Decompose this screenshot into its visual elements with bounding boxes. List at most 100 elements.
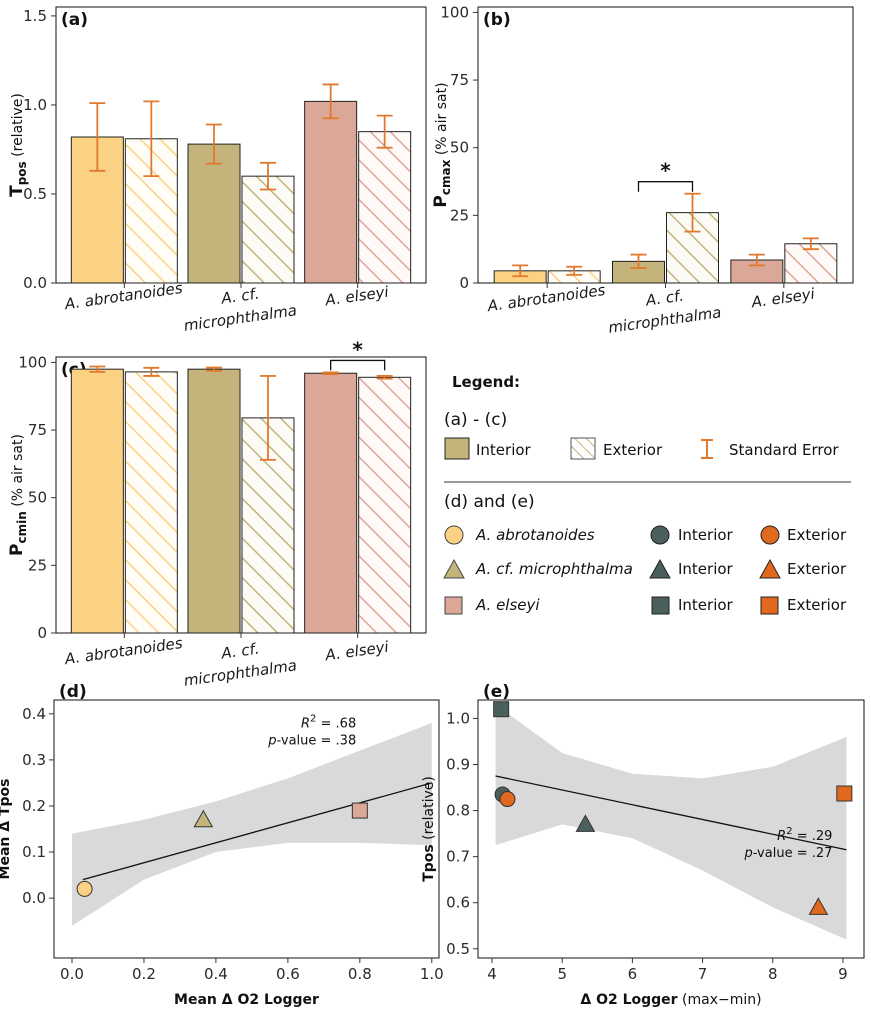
panel-d-xtick-label: 0.2 [132,965,156,983]
panel-e-xlabel: Δ O2 Logger (max−min) [580,992,761,1008]
panel-b-significance-bracket [637,181,694,192]
panel-a-ytick-label: 0.0 [23,274,47,292]
legend-abrotanoides-circle-icon [444,525,464,545]
panel-e-xtick-label: 9 [838,965,848,983]
legend-microphthalma-triangle-icon [443,558,465,579]
panel-b-ytick-label: 75 [450,71,469,89]
panel-a-error-bar [260,161,276,191]
panel-a-bar-interior-elseyi [304,100,358,284]
panel-e-pvalue-annotation: p-value = .27 [743,846,832,861]
panel-e-r2-annotation: R2 = .29 [777,826,832,844]
panel-b-ytick-label: 25 [450,206,469,224]
panel-e-point-triangle [808,897,829,915]
panel-e-point-triangle [575,814,596,832]
panel-e-fit-line [495,775,847,851]
panel-d-r2-annotation: R2 = .68 [301,714,356,732]
panel-a-xtick-label: A. elseyi [323,283,390,310]
legend-exterior-label: Exterior [603,441,663,459]
panel-d-ylabel: Mean Δ Tpos [0,779,13,880]
panel-d-ytick-label: 0.2 [22,797,46,815]
panel-c-bar-interior-microphthalma [187,368,241,634]
panel-b-xtick-label: A. cf. [644,286,685,309]
legend-exterior-circle-icon [760,525,780,545]
panel-c-bar-exterior-elseyi [358,376,412,634]
panel-e-xtick-label: 5 [557,965,567,983]
panel-b-xtick-label: microphthalma [607,303,722,337]
panel-c-ytick-label: 75 [28,421,47,439]
panel-b-error-bar [748,253,765,267]
panel-c-bar-interior-abrotanoides [70,368,124,634]
panel-b-bar-chart: 0 25 50 75 100 Pcmax (% air sat) (b) A. abrotan… [431,3,854,337]
panel-a-error-bar [322,83,339,120]
legend-species-elseyi: A. elseyi [475,596,540,614]
panel-b-xtick-label: A. abrotanoides [485,281,606,315]
panel-d-scatter: 0.0 0.2 0.4 0.6 0.8 1.0 0.0 0.1 0.2 0.3 0.4 (d) R2 =… [0,682,444,1008]
panel-d-point-circle [76,880,93,897]
panel-c-xtick-label: microphthalma [183,656,298,690]
panel-e-point-square [836,785,853,802]
panel-e-ytick-label: 1.0 [446,709,470,727]
panel-b-xtick-label: A. elseyi [749,285,816,312]
panel-a-xtick-label: A. cf. [219,284,260,307]
panel-e-ytick-label: 0.8 [446,802,470,820]
panel-c-error-bar [89,365,106,373]
panel-e-xtick-label: 4 [487,965,497,983]
legend-interior-circle-icon [650,525,670,545]
panel-e-xtick-label: 8 [768,965,778,983]
panel-a-bar-interior-microphthalma [187,143,241,284]
panel-d-xtick-label: 0.0 [60,965,84,983]
panel-d-xlabel: Mean Δ O2 Logger [174,992,319,1008]
legend: Legend: (a) - (c) Interior Exterior Stan… [443,373,851,615]
panel-d-xtick-label: 0.4 [204,965,228,983]
panel-b-error-bar [802,237,819,251]
panel-e-label: (e) [483,682,510,702]
panel-d-label: (d) [59,682,87,702]
panel-b-error-bar [630,253,647,270]
panel-d-point-square [351,802,368,819]
legend-point-exterior-2: Exterior [787,560,847,578]
panel-e-point-circle [499,791,516,808]
panel-c-ytick-label: 0 [37,624,47,642]
panel-d-ytick-label: 0.4 [22,705,46,723]
legend-elseyi-square-icon [444,596,463,615]
panel-e-ylabel: Tpos (relative) [421,776,437,882]
panel-b-ylabel: Pcmax (% air sat) [431,82,453,207]
panel-c-ytick-label: 25 [28,556,47,574]
legend-species-microphthalma: A. cf. microphthalma [475,560,633,578]
panel-c-error-bar [206,366,222,372]
panel-c-ytick-label: 100 [18,353,47,371]
panel-a-error-bar [143,100,160,178]
panel-c-bar-interior-elseyi [304,372,358,634]
legend-point-exterior-3: Exterior [787,596,847,614]
panel-a-error-bar [376,114,393,149]
panel-a-bar-exterior-elseyi [358,131,412,284]
legend-exterior-triangle-icon [759,558,781,579]
panel-c-xtick-label: A. cf. [219,639,260,662]
panel-d-xtick-label: 0.6 [276,965,300,983]
panel-c-xtick-label: A. abrotanoides [63,634,184,668]
panel-c-error-bar [260,375,276,461]
legend-title: Legend: [452,373,520,391]
panel-c-ytick-label: 50 [28,489,47,507]
panel-e-point-square [493,701,510,718]
panel-c-bar-exterior-abrotanoides [124,371,178,634]
legend-point-exterior-1: Exterior [787,526,847,544]
panel-c-ylabel: Pcmin (% air sat) [7,434,29,556]
panel-a-xtick-label: microphthalma [183,301,298,335]
panel-c-xtick-label: A. elseyi [323,638,390,665]
panel-a-xtick-label: A. abrotanoides [63,279,184,313]
panel-b-label: (b) [483,10,511,30]
legend-species-abrotanoides: A. abrotanoides [475,526,595,544]
panel-e-scatter: 4 5 6 7 8 9 0.5 0.6 0.7 0.8 0.9 1.0 (e) R2 = .29 p-val… [421,682,865,1008]
panel-d-xtick-label: 1.0 [420,965,444,983]
panel-e-confidence-ribbon [495,704,847,940]
panel-c-error-bar [143,366,160,377]
panel-e-xtick-label: 7 [698,965,708,983]
panel-d-confidence-ribbon [71,723,432,926]
panel-a-error-bar [89,102,106,172]
legend-bars-heading: (a) - (c) [444,410,507,430]
panel-b-error-bar [566,265,583,276]
panel-b-error-bar [512,264,529,278]
